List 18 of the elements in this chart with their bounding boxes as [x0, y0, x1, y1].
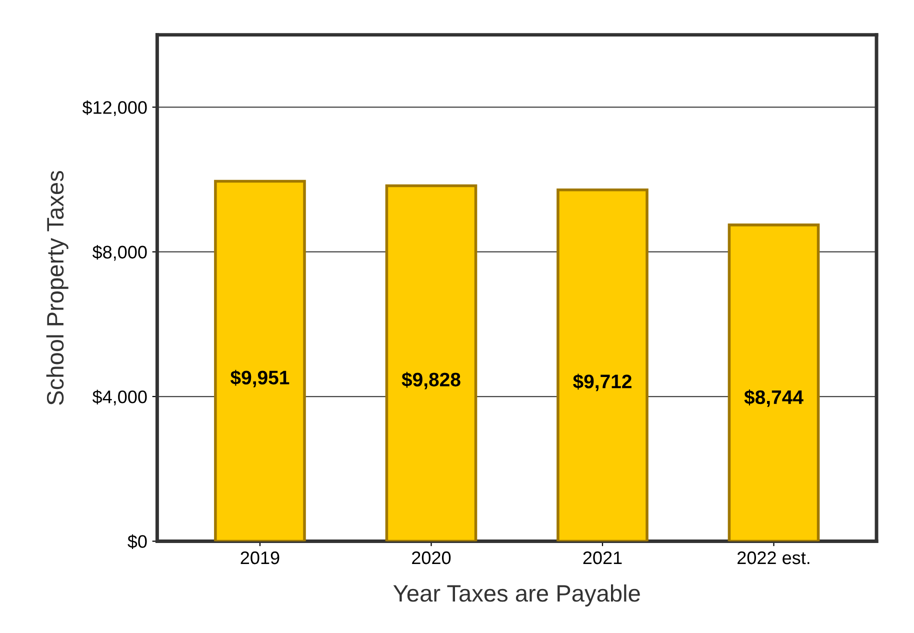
bar — [385, 184, 478, 542]
y-tick-label: $4,000 — [92, 390, 147, 406]
y-tick-label: $8,000 — [92, 245, 147, 261]
x-tick-label: 2021 — [583, 551, 622, 564]
x-tick-label: 2020 — [412, 551, 451, 564]
x-tick-label: 2022 est. — [738, 551, 810, 564]
y-tick-label: $12,000 — [82, 100, 147, 116]
bar — [214, 180, 306, 542]
data-label: $9,951 — [230, 370, 290, 388]
data-label: $8,744 — [744, 389, 804, 407]
bar — [556, 188, 648, 542]
y-axis-title: School Property Taxes — [46, 170, 68, 405]
data-label: $9,712 — [573, 374, 632, 392]
data-label: $9,828 — [402, 372, 460, 390]
x-tick-label: 2019 — [240, 551, 280, 564]
x-axis-title: Year Taxes are Payable — [393, 584, 640, 606]
y-tick-label: $0 — [128, 534, 147, 550]
bar — [728, 224, 820, 542]
